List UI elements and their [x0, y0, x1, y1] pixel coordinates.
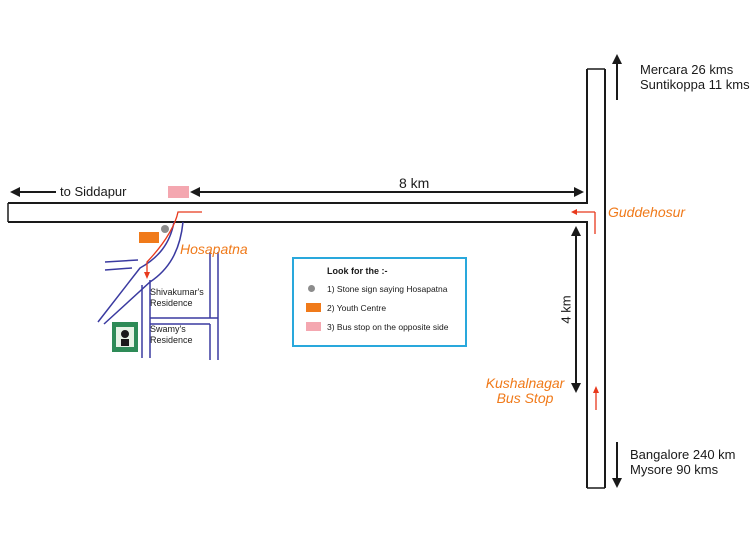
- legend-box: Look for the :- 1) Stone sign saying Hos…: [292, 257, 467, 347]
- mercara-label: Mercara 26 kms: [640, 62, 734, 77]
- shivakumar-line1: Shivakumar's: [150, 287, 204, 297]
- main-road-vertical: [586, 68, 606, 489]
- legend-item-stone-sign: 1) Stone sign saying Hosapatna: [327, 284, 448, 294]
- route-arrow-hosapatna: [146, 211, 202, 275]
- bangalore-label: Bangalore 240 km: [630, 447, 736, 462]
- distance-4km-label: 4 km: [558, 295, 574, 324]
- arrow-south-icon: [612, 442, 622, 488]
- guddehosur-label: Guddehosur: [608, 204, 686, 220]
- village-lanes: [97, 221, 219, 360]
- arrow-north-icon: [612, 54, 622, 100]
- kushalnagar-bus-stop-label: Kushalnagar Bus Stop: [485, 376, 565, 406]
- distance-8km-label: 8 km: [399, 175, 430, 191]
- distance-4km-arrow: [571, 226, 581, 393]
- arrow-west-siddapur-icon: [10, 187, 56, 197]
- legend-youth-centre-icon: [306, 303, 321, 312]
- legend-title: Look for the :-: [327, 266, 388, 276]
- swamy-residence-label: Swamy's Residence: [150, 324, 193, 346]
- shivakumar-line2: Residence: [150, 298, 193, 308]
- distance-8km-arrow: [190, 187, 584, 197]
- stone-sign-marker: [161, 225, 169, 233]
- mysore-label: Mysore 90 kms: [630, 462, 719, 477]
- swamy-line2: Residence: [150, 335, 193, 345]
- destination-south: Bangalore 240 km Mysore 90 kms: [630, 447, 736, 477]
- destination-north: Mercara 26 kms Suntikoppa 11 kms: [640, 62, 750, 92]
- legend-item-bus-stop: 3) Bus stop on the opposite side: [327, 322, 449, 332]
- suntikoppa-label: Suntikoppa 11 kms: [640, 77, 750, 92]
- route-arrow-guddehosur: [571, 209, 596, 234]
- bus-stop-marker: [168, 186, 189, 198]
- kushalnagar-line1: Kushalnagar: [485, 375, 565, 391]
- youth-centre-marker: [139, 232, 159, 243]
- main-road-horizontal: [7, 202, 588, 223]
- kushalnagar-line2: Bus Stop: [496, 390, 554, 406]
- shivakumar-residence-label: Shivakumar's Residence: [150, 287, 204, 309]
- route-arrow-kushalnagar: [593, 386, 599, 410]
- hosapatna-label: Hosapatna: [180, 241, 248, 257]
- to-siddapur-label: to Siddapur: [60, 184, 127, 199]
- route-arrow-head-down-icon: [144, 272, 150, 279]
- legend-item-youth-centre: 2) Youth Centre: [327, 303, 387, 313]
- legend-stone-sign-icon: [308, 285, 315, 292]
- swamy-line1: Swamy's: [150, 324, 186, 334]
- legend-bus-stop-icon: [306, 322, 321, 331]
- house-icon: [112, 322, 138, 352]
